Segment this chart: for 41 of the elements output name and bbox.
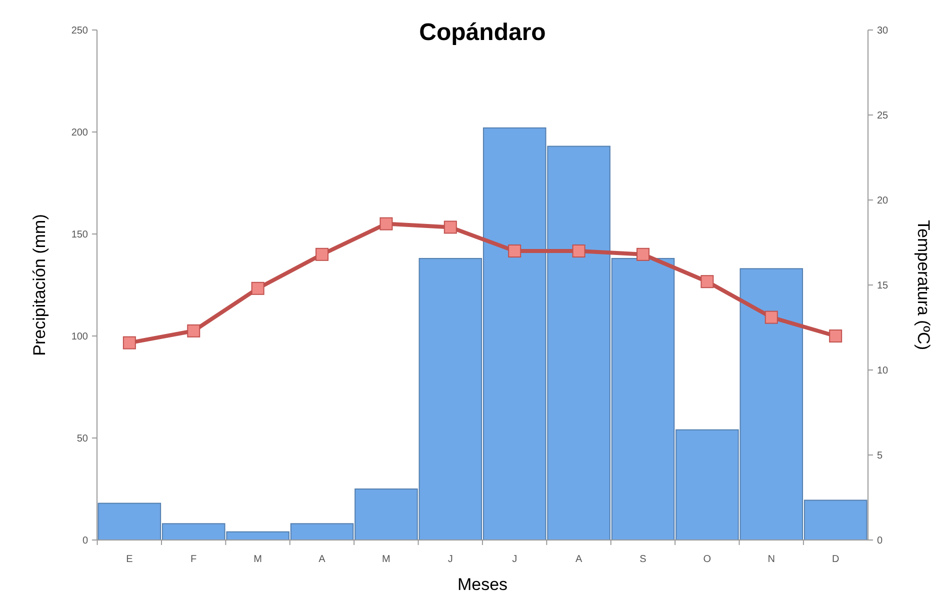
x-tick-label: O	[703, 554, 712, 565]
point	[251, 282, 264, 295]
y-tick-label: 50	[76, 434, 88, 444]
point	[829, 330, 842, 342]
x-tick-label: N	[768, 554, 775, 565]
y-tick-label: 250	[71, 26, 88, 36]
x-tick-label: J	[448, 554, 453, 565]
y-tick-label: 150	[71, 230, 88, 240]
y2-tick-label: 10	[877, 366, 889, 376]
x-tick-label: E	[126, 554, 134, 565]
x-axis-title: Meses	[457, 575, 508, 594]
y2-tick-label: 5	[877, 450, 883, 462]
y-tick-label: 200	[71, 128, 88, 138]
y-tick-label: 0	[82, 536, 88, 546]
y2-tick-label: 25	[877, 110, 889, 122]
point	[187, 324, 200, 338]
chart-title: Copándaro	[419, 19, 546, 46]
point	[636, 248, 650, 261]
y2-tick-label: 30	[877, 26, 889, 36]
x-tick-label: D	[832, 554, 840, 565]
y2-axis-title: Temperatura (ºC)	[914, 220, 933, 350]
point	[316, 248, 329, 261]
x-tick-label: A	[318, 554, 326, 565]
point	[764, 310, 778, 324]
x-tick-label: M	[254, 554, 262, 565]
x-tick-label: A	[575, 554, 582, 565]
x-tick-label: F	[190, 554, 197, 565]
point	[380, 217, 393, 230]
point	[444, 220, 457, 234]
y2-tick-label: 0	[877, 536, 883, 546]
y2-tick-label: 15	[877, 280, 889, 292]
x-tick-label: M	[382, 554, 390, 565]
y-axis-title: Precipitación (mm)	[30, 214, 49, 356]
point	[572, 244, 586, 258]
y2-tick-label: 20	[877, 196, 889, 206]
point	[508, 244, 522, 258]
y-tick-label: 100	[71, 332, 88, 342]
point	[700, 275, 714, 288]
x-tick-label: J	[512, 554, 518, 565]
x-tick-label: S	[640, 554, 647, 565]
point	[122, 336, 136, 350]
